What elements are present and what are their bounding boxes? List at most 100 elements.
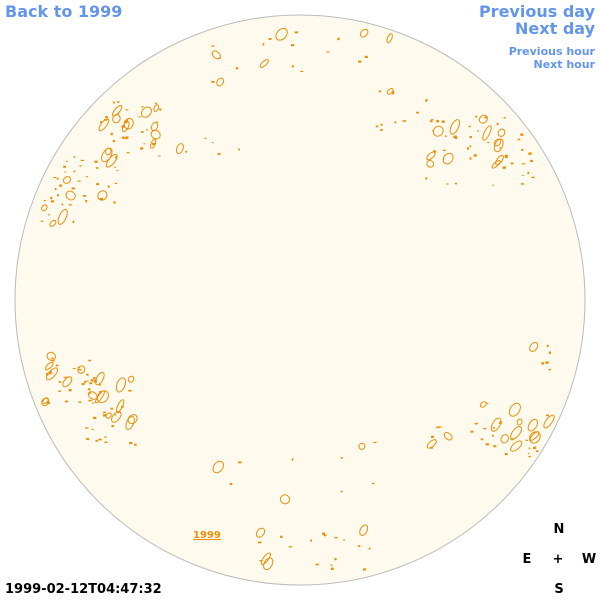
contour-mark [51, 357, 54, 360]
contour-mark [322, 532, 325, 535]
contour-mark [288, 546, 293, 548]
contour-mark [543, 414, 555, 429]
contour-mark [123, 117, 134, 130]
contour-mark [469, 145, 472, 148]
contour-mark [121, 136, 125, 139]
contour-mark [449, 119, 461, 135]
contour-mark [340, 490, 343, 493]
contour-mark [378, 90, 381, 93]
contour-mark [294, 31, 299, 34]
contour-mark [527, 171, 530, 174]
contour-mark [475, 115, 478, 118]
contour-mark [96, 183, 100, 186]
contour-mark [516, 418, 523, 426]
contour-mark [85, 380, 89, 382]
contour-mark [50, 200, 55, 203]
contour-mark [528, 455, 531, 458]
contour-mark [98, 118, 110, 132]
contour-mark [78, 368, 82, 371]
contour-mark [62, 176, 72, 184]
contour-mark [113, 201, 116, 204]
contour-mark [89, 392, 92, 394]
contour-mark [65, 160, 68, 162]
contour-mark [68, 204, 72, 206]
contour-mark [126, 152, 130, 154]
contour-mark [330, 564, 333, 566]
contour-mark [146, 128, 148, 131]
contour-mark [116, 411, 120, 414]
previous-day-link[interactable]: Previous day [478, 2, 595, 21]
contour-mark [541, 362, 545, 365]
contour-mark [431, 435, 434, 438]
next-day-link[interactable]: Next day [515, 19, 595, 38]
contour-mark [114, 414, 117, 416]
contour-mark [112, 140, 116, 143]
compass-south: S [554, 582, 564, 597]
contour-mark [510, 426, 523, 440]
contour-mark [425, 177, 428, 180]
contour-mark [212, 142, 214, 144]
contour-mark [520, 133, 524, 136]
year-link[interactable]: 1999 [193, 530, 221, 541]
contour-mark [492, 434, 494, 437]
contour-mark [141, 106, 152, 118]
contour-mark [468, 125, 471, 128]
contour-mark [477, 130, 480, 132]
contour-mark [58, 390, 61, 392]
contour-mark [499, 147, 502, 149]
contour-mark [430, 120, 433, 123]
compass-center: + [552, 552, 564, 567]
contour-mark [473, 154, 477, 157]
contour-mark [441, 120, 445, 123]
contour-mark [103, 411, 107, 414]
previous-hour-link[interactable]: Previous hour [508, 45, 595, 58]
contour-mark [394, 121, 397, 124]
contour-mark [138, 116, 142, 118]
contour-mark [140, 147, 144, 150]
contour-mark [358, 545, 361, 547]
contour-mark [50, 196, 53, 200]
contour-mark [545, 361, 549, 364]
contour-mark [77, 180, 81, 182]
back-to-year-link[interactable]: Back to 1999 [5, 2, 123, 21]
contour-mark [62, 376, 73, 388]
contour-mark [125, 415, 135, 430]
contour-mark [483, 427, 487, 430]
contour-mark [500, 434, 509, 444]
contour-mark [88, 388, 91, 390]
contour-mark [121, 125, 125, 128]
contour-mark [386, 33, 393, 44]
contour-mark [65, 376, 69, 378]
contour-mark [262, 43, 265, 46]
contour-mark [380, 128, 383, 131]
contour-mark [211, 80, 215, 83]
contour-mark [125, 109, 129, 111]
contour-mark [157, 155, 161, 157]
contour-mark [323, 534, 327, 537]
compass-west: W [581, 552, 597, 567]
contour-mark [129, 441, 133, 445]
contour-mark [115, 156, 118, 159]
contour-mark [530, 159, 533, 163]
contour-mark [443, 432, 453, 441]
contour-mark [497, 128, 506, 137]
contour-mark [522, 163, 526, 165]
contour-mark [484, 116, 487, 119]
contour-mark [510, 162, 514, 165]
contour-mark [79, 165, 82, 167]
contour-mark [291, 44, 295, 47]
compass-north: N [553, 522, 565, 537]
contour-mark [127, 414, 138, 425]
contour-mark [83, 195, 87, 197]
contour-mark [110, 407, 114, 410]
contour-mark [326, 51, 330, 53]
contour-mark [216, 77, 225, 87]
contour-mark [156, 121, 159, 123]
contour-mark [90, 379, 94, 382]
contour-mark [482, 125, 492, 141]
next-hour-link[interactable]: Next hour [533, 58, 596, 71]
contour-mark [426, 151, 436, 161]
contour-mark [492, 184, 494, 186]
contour-mark [280, 535, 283, 538]
